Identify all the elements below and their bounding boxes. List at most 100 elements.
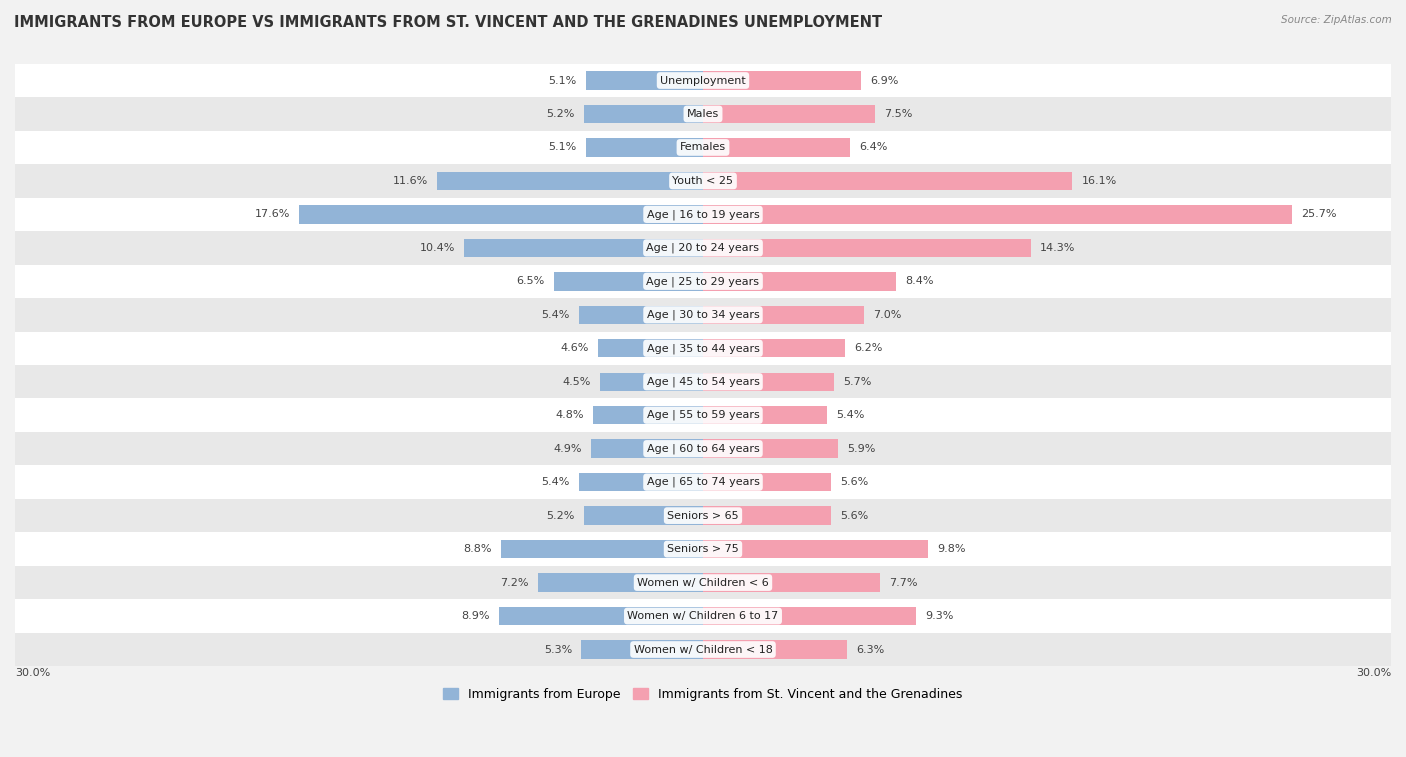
Text: 17.6%: 17.6% [254, 210, 290, 220]
Bar [703, 104, 875, 123]
Bar [591, 440, 703, 458]
Text: 5.6%: 5.6% [841, 477, 869, 488]
Text: 5.4%: 5.4% [837, 410, 865, 420]
Text: Age | 16 to 19 years: Age | 16 to 19 years [647, 209, 759, 220]
Text: Women w/ Children 6 to 17: Women w/ Children 6 to 17 [627, 611, 779, 621]
Text: 5.2%: 5.2% [546, 511, 575, 521]
Bar [299, 205, 703, 223]
Text: 8.9%: 8.9% [461, 611, 489, 621]
Bar [15, 131, 1391, 164]
Bar [703, 306, 863, 324]
Bar [15, 365, 1391, 398]
Text: 4.9%: 4.9% [553, 444, 582, 453]
Text: Seniors > 65: Seniors > 65 [668, 511, 738, 521]
Text: Source: ZipAtlas.com: Source: ZipAtlas.com [1281, 15, 1392, 25]
Bar [703, 205, 1292, 223]
Bar [579, 473, 703, 491]
Text: 6.3%: 6.3% [856, 644, 884, 655]
Bar [703, 573, 880, 592]
Text: 9.3%: 9.3% [925, 611, 953, 621]
Text: Females: Females [681, 142, 725, 152]
Bar [703, 238, 1031, 257]
Bar [586, 71, 703, 90]
Bar [703, 607, 917, 625]
Bar [15, 198, 1391, 231]
Text: 7.5%: 7.5% [884, 109, 912, 119]
Bar [579, 306, 703, 324]
Bar [598, 339, 703, 357]
Text: Males: Males [688, 109, 718, 119]
Bar [15, 298, 1391, 332]
Text: 5.1%: 5.1% [548, 142, 576, 152]
Bar [703, 406, 827, 425]
Bar [703, 71, 862, 90]
Text: Age | 20 to 24 years: Age | 20 to 24 years [647, 242, 759, 253]
Text: 7.0%: 7.0% [873, 310, 901, 319]
Text: 5.1%: 5.1% [548, 76, 576, 86]
Bar [703, 640, 848, 659]
Bar [586, 139, 703, 157]
Bar [583, 506, 703, 525]
Text: Women w/ Children < 6: Women w/ Children < 6 [637, 578, 769, 587]
Bar [703, 272, 896, 291]
Text: 8.4%: 8.4% [905, 276, 934, 286]
Text: 4.6%: 4.6% [560, 343, 588, 354]
Bar [15, 164, 1391, 198]
Bar [703, 339, 845, 357]
Text: 8.8%: 8.8% [464, 544, 492, 554]
Bar [703, 440, 838, 458]
Bar [15, 565, 1391, 600]
Text: Women w/ Children < 18: Women w/ Children < 18 [634, 644, 772, 655]
Text: 5.4%: 5.4% [541, 310, 569, 319]
Text: Age | 30 to 34 years: Age | 30 to 34 years [647, 310, 759, 320]
Bar [600, 372, 703, 391]
Text: 5.3%: 5.3% [544, 644, 572, 655]
Bar [15, 600, 1391, 633]
Text: 5.2%: 5.2% [546, 109, 575, 119]
Text: Age | 45 to 54 years: Age | 45 to 54 years [647, 376, 759, 387]
Text: Unemployment: Unemployment [661, 76, 745, 86]
Text: 7.2%: 7.2% [501, 578, 529, 587]
Text: 5.4%: 5.4% [541, 477, 569, 488]
Bar [15, 332, 1391, 365]
Text: 5.9%: 5.9% [848, 444, 876, 453]
Text: 5.7%: 5.7% [842, 377, 872, 387]
Bar [703, 506, 831, 525]
Bar [499, 607, 703, 625]
Text: 30.0%: 30.0% [15, 668, 51, 678]
Text: 16.1%: 16.1% [1081, 176, 1116, 186]
Text: Age | 35 to 44 years: Age | 35 to 44 years [647, 343, 759, 354]
Bar [703, 540, 928, 559]
Legend: Immigrants from Europe, Immigrants from St. Vincent and the Grenadines: Immigrants from Europe, Immigrants from … [439, 683, 967, 706]
Text: 7.7%: 7.7% [889, 578, 917, 587]
Text: Age | 65 to 74 years: Age | 65 to 74 years [647, 477, 759, 488]
Text: 6.2%: 6.2% [855, 343, 883, 354]
Text: 9.8%: 9.8% [936, 544, 966, 554]
Text: 14.3%: 14.3% [1040, 243, 1076, 253]
Text: 6.9%: 6.9% [870, 76, 898, 86]
Text: Age | 60 to 64 years: Age | 60 to 64 years [647, 444, 759, 454]
Bar [15, 432, 1391, 466]
Bar [703, 372, 834, 391]
Bar [583, 104, 703, 123]
Text: Age | 25 to 29 years: Age | 25 to 29 years [647, 276, 759, 287]
Bar [15, 499, 1391, 532]
Text: 6.5%: 6.5% [516, 276, 544, 286]
Bar [15, 466, 1391, 499]
Bar [703, 172, 1073, 190]
Bar [15, 398, 1391, 432]
Text: 4.8%: 4.8% [555, 410, 583, 420]
Bar [15, 532, 1391, 565]
Bar [593, 406, 703, 425]
Bar [554, 272, 703, 291]
Bar [464, 238, 703, 257]
Text: IMMIGRANTS FROM EUROPE VS IMMIGRANTS FROM ST. VINCENT AND THE GRENADINES UNEMPLO: IMMIGRANTS FROM EUROPE VS IMMIGRANTS FRO… [14, 15, 882, 30]
Bar [15, 633, 1391, 666]
Bar [703, 473, 831, 491]
Bar [437, 172, 703, 190]
Text: 5.6%: 5.6% [841, 511, 869, 521]
Text: Age | 55 to 59 years: Age | 55 to 59 years [647, 410, 759, 420]
Bar [15, 97, 1391, 131]
Text: 6.4%: 6.4% [859, 142, 887, 152]
Text: 4.5%: 4.5% [562, 377, 591, 387]
